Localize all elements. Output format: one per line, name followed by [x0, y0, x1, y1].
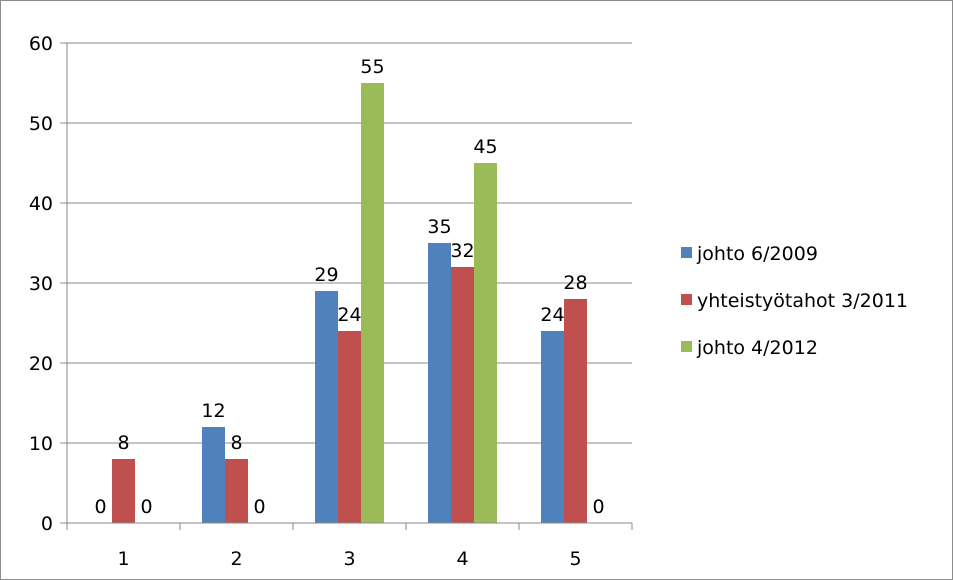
bar — [202, 427, 225, 523]
bar — [474, 163, 497, 523]
legend-label: johto 6/2009 — [696, 243, 818, 265]
y-tick-label: 0 — [41, 513, 53, 535]
bar — [338, 331, 361, 523]
data-label: 28 — [563, 272, 587, 294]
legend-swatch — [681, 247, 692, 258]
data-label: 45 — [473, 136, 497, 158]
y-tick-label: 20 — [29, 353, 53, 375]
y-tick-label: 40 — [29, 193, 53, 215]
gridlines — [67, 42, 632, 444]
bar — [361, 83, 384, 523]
data-label: 24 — [337, 304, 361, 326]
data-label: 8 — [117, 432, 129, 454]
bar — [541, 331, 564, 523]
data-label: 0 — [94, 496, 106, 518]
legend-label: yhteistyötahot 3/2011 — [697, 290, 908, 312]
bar — [451, 267, 474, 523]
data-label: 8 — [230, 432, 242, 454]
legend-swatch — [681, 341, 692, 352]
y-tick-label: 50 — [29, 113, 53, 135]
data-label: 35 — [427, 216, 451, 238]
x-tick-label: 5 — [569, 548, 581, 570]
data-label: 24 — [540, 304, 564, 326]
bar — [315, 291, 338, 523]
y-tick-label: 60 — [29, 33, 53, 55]
x-tick-label: 4 — [456, 548, 468, 570]
data-label: 0 — [140, 496, 152, 518]
y-tick-label: 30 — [29, 273, 53, 295]
data-label: 12 — [201, 400, 225, 422]
bar — [225, 459, 248, 523]
y-tick-label: 10 — [29, 433, 53, 455]
data-label: 55 — [360, 56, 384, 78]
x-tick-label: 1 — [117, 548, 129, 570]
legend-label: johto 4/2012 — [696, 337, 818, 359]
bar — [428, 243, 451, 523]
bar — [112, 459, 135, 523]
x-tick-label: 2 — [230, 548, 242, 570]
data-label: 29 — [314, 264, 338, 286]
legend-swatch — [681, 294, 692, 305]
bar — [564, 299, 587, 523]
legend: johto 6/2009 yhteistyötahot 3/2011 johto 4… — [681, 243, 908, 359]
bars — [112, 83, 587, 523]
x-tick-label: 3 — [343, 548, 355, 570]
data-label: 0 — [592, 496, 604, 518]
data-label: 32 — [450, 240, 474, 262]
data-label: 0 — [253, 496, 265, 518]
